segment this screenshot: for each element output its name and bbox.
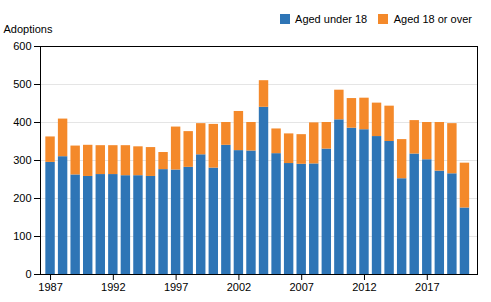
svg-text:2012: 2012 bbox=[352, 281, 376, 293]
html-text:Aged under 18: Aged under 18 bbox=[295, 12, 368, 25]
svg-text:100: 100 bbox=[13, 230, 31, 242]
svg-text:300: 300 bbox=[13, 154, 31, 166]
svg-text:2007: 2007 bbox=[289, 281, 313, 293]
svg-text:2017: 2017 bbox=[415, 281, 439, 293]
svg-text:600: 600 bbox=[13, 40, 31, 52]
html-text:Aged 18 or over: Aged 18 or over bbox=[393, 12, 472, 25]
svg-text:1987: 1987 bbox=[38, 281, 62, 293]
svg-text:Adoptions: Adoptions bbox=[4, 23, 53, 35]
svg-text:2002: 2002 bbox=[227, 281, 251, 293]
svg-text:500: 500 bbox=[13, 78, 31, 90]
svg-text:0: 0 bbox=[25, 268, 31, 280]
svg-text:200: 200 bbox=[13, 192, 31, 204]
svg-text:1992: 1992 bbox=[101, 281, 125, 293]
svg-text:1997: 1997 bbox=[164, 281, 188, 293]
svg-text:400: 400 bbox=[13, 116, 31, 128]
